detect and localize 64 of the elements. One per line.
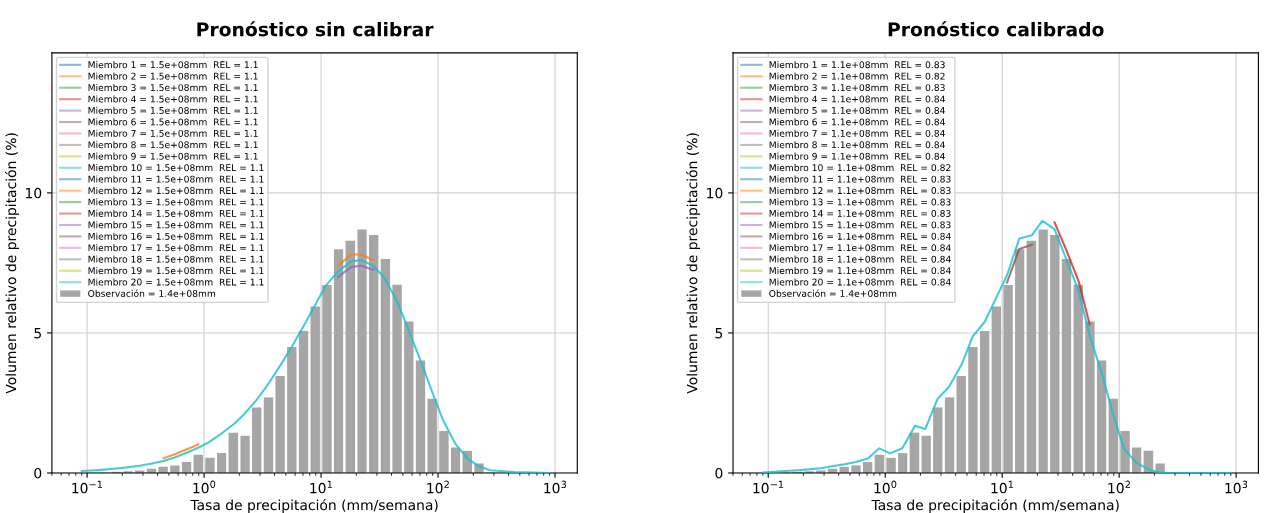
x-tick-label: 10$^{1}$ [310,480,332,494]
legend-label: Miembro 17 = 1.1e+08mm REL = 0.84 [769,244,951,252]
legend-label: Miembro 17 = 1.5e+08mm REL = 1.1 [88,244,264,252]
legend-label: Miembro 3 = 1.5e+08mm REL = 1.1 [88,83,258,92]
x-tick-label: 10$^{2}$ [427,480,449,494]
legend-label: Observación = 1.4e+08mm [88,289,216,297]
x-tick-label: 10$^{2}$ [1108,480,1130,494]
legend-label: Miembro 1 = 1.1e+08mm REL = 0.83 [769,61,945,69]
legend-label: Miembro 14 = 1.1e+08mm REL = 0.83 [769,209,951,217]
legend-label: Miembro 11 = 1.1e+08mm REL = 0.83 [769,175,951,183]
legend-label: Miembro 9 = 1.5e+08mm REL = 1.1 [88,152,258,160]
chart-title: Pronóstico sin calibrar [197,21,434,37]
legend-label: Miembro 13 = 1.1e+08mm REL = 0.83 [769,198,951,206]
legend-label: Miembro 6 = 1.5e+08mm REL = 1.1 [88,118,258,126]
y-tick-label: 0 [715,467,723,479]
chart-title: Pronóstico calibrado [888,21,1104,37]
legend-label: Miembro 15 = 1.5e+08mm REL = 1.1 [88,221,264,229]
legend-label: Miembro 10 = 1.5e+08mm REL = 1.1 [88,164,264,172]
x-axis-title: Tasa de precipitación (mm/semana) [190,498,438,513]
legend-label: Miembro 4 = 1.1e+08mm REL = 0.84 [769,95,945,103]
x-tick-label: 10$^{−1}$ [753,480,784,494]
legend-label: Miembro 20 = 1.1e+08mm REL = 0.84 [769,278,951,286]
x-tick-label: 10$^{0}$ [193,480,216,494]
legend-label: Miembro 12 = 1.1e+08mm REL = 0.83 [769,186,951,195]
legend-label: Miembro 13 = 1.5e+08mm REL = 1.1 [88,198,264,206]
x-tick-label: 10$^{0}$ [874,480,897,494]
y-tick-label: 10 [707,187,723,199]
legend-label: Miembro 6 = 1.1e+08mm REL = 0.84 [769,118,945,126]
legend-label: Miembro 8 = 1.1e+08mm REL = 0.84 [769,141,945,149]
legend-label: Miembro 4 = 1.5e+08mm REL = 1.1 [88,95,258,103]
y-tick-label: 5 [34,328,41,339]
legend-label: Miembro 7 = 1.1e+08mm REL = 0.84 [769,129,945,137]
legend-label: Miembro 2 = 1.5e+08mm REL = 1.1 [88,72,258,80]
legend-label: Miembro 1 = 1.5e+08mm REL = 1.1 [88,61,258,69]
legend-label: Miembro 5 = 1.5e+08mm REL = 1.1 [88,106,258,114]
legend-label: Miembro 16 = 1.5e+08mm REL = 1.1 [88,232,264,240]
legend-label: Miembro 5 = 1.1e+08mm REL = 0.84 [769,106,945,114]
legend-label: Miembro 20 = 1.5e+08mm REL = 1.1 [88,278,264,286]
y-axis-title: Volumen relativo de precipitación (%) [4,133,19,394]
legend-label: Miembro 16 = 1.1e+08mm REL = 0.84 [769,232,951,240]
y-tick-label: 10 [26,187,42,199]
legend-label: Miembro 18 = 1.1e+08mm REL = 0.84 [769,255,951,263]
legend-label: Miembro 19 = 1.5e+08mm REL = 1.1 [88,266,264,275]
legend-label: Miembro 9 = 1.1e+08mm REL = 0.84 [769,152,945,160]
legend-label: Miembro 2 = 1.1e+08mm REL = 0.82 [769,72,945,80]
legend-label: Miembro 7 = 1.5e+08mm REL = 1.1 [88,129,258,137]
legend-label: Miembro 3 = 1.1e+08mm REL = 0.83 [769,83,945,92]
y-axis-title: Volumen relativo de precipitación (%) [686,133,701,394]
legend-label: Miembro 19 = 1.1e+08mm REL = 0.84 [769,266,951,275]
legend-label: Miembro 10 = 1.1e+08mm REL = 0.82 [769,164,951,172]
legend-label: Miembro 8 = 1.5e+08mm REL = 1.1 [88,141,258,149]
legend-label: Observación = 1.4e+08mm [769,289,897,297]
legend-label: Miembro 18 = 1.5e+08mm REL = 1.1 [88,255,264,263]
legend-label: Miembro 14 = 1.5e+08mm REL = 1.1 [88,209,264,217]
legend-label: Miembro 15 = 1.1e+08mm REL = 0.83 [769,221,951,229]
x-tick-label: 10$^{−1}$ [72,480,103,494]
legend-label: Miembro 12 = 1.5e+08mm REL = 1.1 [88,186,264,195]
x-tick-label: 10$^{1}$ [991,480,1014,494]
y-tick-label: 0 [34,467,42,479]
legend-label: Miembro 11 = 1.5e+08mm REL = 1.1 [88,175,264,183]
x-axis-title: Tasa de precipitación (mm/semana) [871,498,1119,513]
x-tick-label: 10$^{3}$ [544,480,567,494]
x-tick-label: 10$^{3}$ [1225,480,1248,494]
y-tick-label: 5 [715,328,723,339]
